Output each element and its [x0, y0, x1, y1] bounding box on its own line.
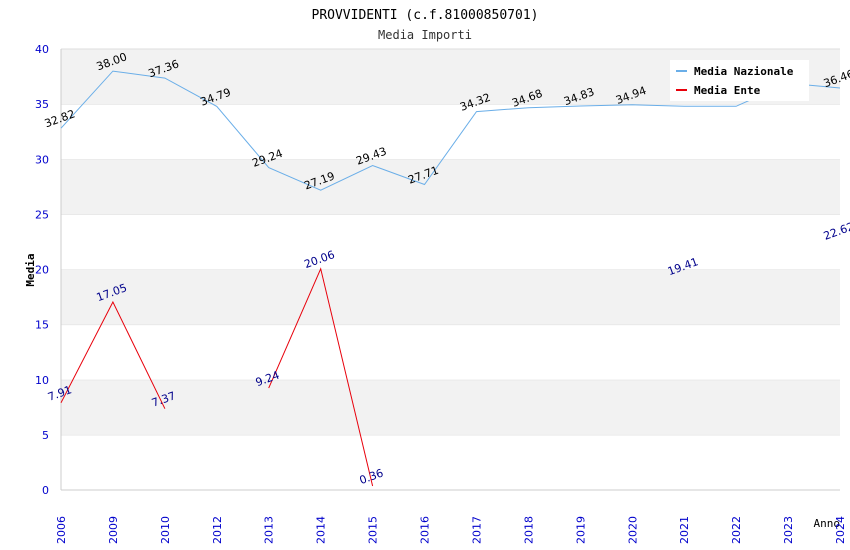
x-tick-label: 2009 — [107, 516, 120, 544]
x-tick-label: 2006 — [55, 516, 68, 544]
series-line-1 — [60, 300, 166, 409]
x-tick-label: 2012 — [211, 516, 224, 544]
y-axis-label: Media — [24, 253, 37, 286]
series-line-0 — [60, 70, 841, 191]
x-tick-label: 2017 — [470, 516, 483, 544]
grid-band — [61, 379, 840, 435]
legend: Media Nazionale Media Ente — [670, 60, 809, 101]
series-lines — [60, 70, 841, 487]
grid-band — [61, 324, 840, 380]
x-tick-label: 2019 — [574, 516, 587, 544]
y-tick-label: 15 — [35, 319, 49, 332]
grid-band — [61, 214, 840, 270]
y-tick-label: 5 — [42, 429, 49, 442]
x-tick-label: 2015 — [367, 516, 380, 544]
x-tick-label: 2014 — [315, 516, 328, 544]
grid-bands — [60, 48, 840, 491]
x-tick-label: 2024 — [834, 516, 847, 544]
y-tick-label: 20 — [35, 264, 49, 277]
legend-label: Media Ente — [694, 84, 761, 97]
x-tick-label: 2010 — [159, 516, 172, 544]
y-tick-label: 30 — [35, 153, 49, 166]
x-axis-label: Anno — [814, 517, 841, 530]
y-tick-label: 0 — [42, 484, 49, 497]
x-ticks: 2006 2009 2010 2012 2013 2014 2015 2016 2017 2018… — [55, 516, 847, 544]
chart-subtitle: Media Importi — [378, 28, 472, 42]
y-tick-label: 10 — [35, 374, 49, 387]
y-tick-label: 35 — [35, 98, 49, 111]
x-tick-label: 2016 — [419, 516, 432, 544]
legend-box — [670, 60, 809, 101]
grid-band — [61, 104, 840, 160]
x-tick-label: 2021 — [678, 516, 691, 544]
y-tick-label: 25 — [35, 208, 49, 221]
grid-band — [61, 159, 840, 215]
x-tick-label: 2022 — [730, 516, 743, 544]
grid-band — [61, 434, 840, 490]
series-line-1 — [268, 267, 374, 487]
legend-label: Media Nazionale — [694, 65, 794, 78]
x-tick-label: 2018 — [522, 516, 535, 544]
chart-title: PROVVIDENTI (c.f.81000850701) — [312, 8, 539, 23]
x-tick-label: 2020 — [626, 516, 639, 544]
grid-band — [61, 269, 840, 325]
x-tick-label: 2023 — [782, 516, 795, 544]
y-ticks: 0 5 10 15 20 25 30 35 40 — [35, 43, 49, 497]
x-tick-label: 2013 — [263, 516, 276, 544]
y-tick-label: 40 — [35, 43, 49, 56]
